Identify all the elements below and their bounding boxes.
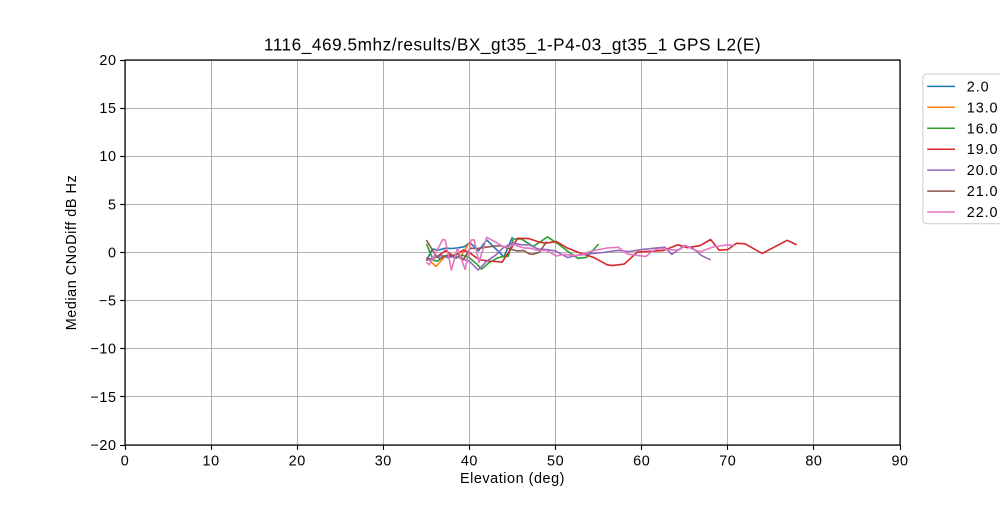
svg-text:−20: −20 [90, 438, 116, 454]
svg-text:22.0: 22.0 [967, 205, 999, 221]
svg-text:1116_469.5mhz/results/BX_gt35_: 1116_469.5mhz/results/BX_gt35_1-P4-03_gt… [264, 35, 761, 55]
svg-text:60: 60 [633, 454, 650, 470]
svg-text:Median CNoDiff dB Hz: Median CNoDiff dB Hz [64, 175, 80, 331]
svg-text:−15: −15 [90, 390, 116, 406]
svg-text:20: 20 [289, 454, 306, 470]
svg-text:0: 0 [121, 454, 130, 470]
svg-text:15: 15 [99, 101, 116, 117]
svg-text:13.0: 13.0 [967, 100, 999, 116]
svg-text:5: 5 [108, 197, 117, 213]
svg-text:0: 0 [108, 245, 117, 261]
svg-text:21.0: 21.0 [967, 184, 999, 200]
svg-text:10: 10 [99, 149, 116, 165]
svg-text:19.0: 19.0 [967, 142, 999, 158]
svg-text:90: 90 [891, 454, 908, 470]
svg-text:−5: −5 [99, 294, 117, 310]
svg-text:2.0: 2.0 [967, 79, 990, 95]
svg-text:Elevation (deg): Elevation (deg) [460, 471, 565, 487]
svg-text:−10: −10 [90, 342, 116, 358]
svg-text:20: 20 [99, 53, 116, 69]
svg-text:10: 10 [203, 454, 220, 470]
svg-text:80: 80 [805, 454, 822, 470]
svg-text:40: 40 [461, 454, 478, 470]
svg-text:20.0: 20.0 [967, 163, 999, 179]
svg-text:16.0: 16.0 [967, 121, 999, 137]
svg-text:50: 50 [547, 454, 564, 470]
svg-text:70: 70 [719, 454, 736, 470]
svg-text:30: 30 [375, 454, 392, 470]
